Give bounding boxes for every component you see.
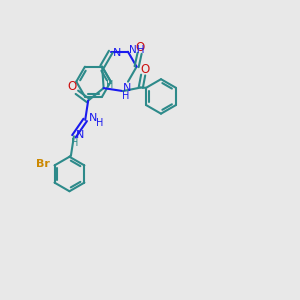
Text: N: N (123, 82, 131, 92)
Text: O: O (68, 80, 77, 93)
Text: Br: Br (36, 159, 50, 169)
Text: N: N (76, 130, 84, 140)
Text: O: O (140, 63, 149, 76)
Text: O: O (136, 41, 145, 55)
Text: H: H (96, 118, 104, 128)
Text: H: H (106, 80, 113, 89)
Text: N: N (89, 113, 98, 123)
Text: NH: NH (129, 45, 145, 55)
Text: H: H (71, 138, 78, 148)
Text: N: N (113, 48, 122, 58)
Text: H: H (122, 91, 130, 101)
